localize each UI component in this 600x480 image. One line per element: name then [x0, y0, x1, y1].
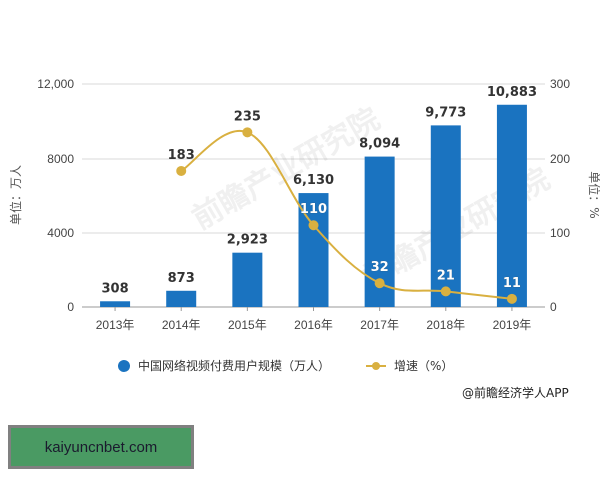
bar-value-label: 8,094 [359, 137, 400, 152]
badge-text: kaiyuncnbet.com [44, 438, 158, 456]
x-axis: 2013年 2014年 2015年 2016年 2017年 2018年 2019年 [96, 307, 532, 332]
growth-value-label: 21 [437, 268, 455, 283]
site-badge[interactable]: kaiyuncnbet.com [8, 425, 194, 469]
y-axis-left: 12,000 8000 4000 0 [37, 77, 74, 314]
x-tick-label: 2013年 [96, 318, 135, 332]
bar-value-label: 873 [168, 271, 195, 286]
y-axis-right: 300 200 100 0 [550, 77, 570, 314]
y-right-tick-label: 300 [550, 77, 570, 91]
legend-line-label: 增速（%） [394, 359, 454, 373]
growth-value-label: 183 [168, 148, 195, 163]
line-point [308, 220, 319, 231]
data-labels: 308 873 2,923 6,130 8,094 9,773 10,883 183 235 11… [102, 85, 538, 297]
bar-value-label: 2,923 [227, 233, 268, 248]
line-point [506, 293, 517, 304]
x-tick-label: 2017年 [360, 318, 399, 332]
line-point [374, 278, 385, 289]
bar-value-label: 9,773 [425, 105, 466, 120]
bar-series [100, 104, 527, 307]
growth-value-label: 110 [300, 202, 327, 217]
y-tick-label: 0 [67, 300, 74, 314]
y-tick-label: 8000 [47, 152, 74, 166]
svg-text:前瞻产业研究院: 前瞻产业研究院 [187, 102, 386, 237]
y-tick-label: 12,000 [37, 77, 74, 91]
source-credit: @前瞻经济学人APP [462, 386, 569, 400]
line-series [176, 127, 517, 304]
x-tick-label: 2014年 [162, 318, 201, 332]
x-tick-label: 2015年 [228, 318, 267, 332]
legend: 中国网络视频付费用户规模（万人） 增速（%） [118, 357, 453, 374]
growth-value-label: 235 [234, 109, 261, 124]
bar [430, 125, 461, 307]
y-tick-label: 4000 [47, 226, 74, 240]
bar [232, 252, 263, 307]
line-point [176, 165, 187, 176]
growth-value-label: 11 [503, 276, 521, 291]
bar-value-label: 6,130 [293, 173, 334, 188]
bar-legend-marker [118, 359, 130, 372]
y-right-tick-label: 0 [550, 300, 557, 314]
line-point [440, 286, 451, 297]
x-tick-label: 2019年 [493, 318, 532, 332]
bar [496, 104, 527, 307]
x-tick-label: 2018年 [426, 318, 465, 332]
legend-bar-label: 中国网络视频付费用户规模（万人） [138, 359, 331, 373]
combo-chart: 前瞻产业研究院 前瞻产业研究院 12,000 8000 4000 0 单位：万人… [8, 77, 600, 332]
growth-value-label: 32 [371, 260, 389, 275]
y-right-tick-label: 100 [550, 226, 570, 240]
bar-value-label: 10,883 [487, 85, 537, 100]
bar [166, 290, 197, 307]
y-right-tick-label: 200 [550, 152, 570, 166]
y-axis-left-label: 单位：万人 [8, 165, 23, 225]
y-axis-right-label: 单位：% [587, 171, 600, 218]
bar [100, 301, 131, 307]
x-tick-label: 2016年 [294, 318, 333, 332]
line-point [242, 127, 253, 138]
line-legend-marker [366, 360, 387, 372]
bar-value-label: 308 [102, 281, 129, 296]
